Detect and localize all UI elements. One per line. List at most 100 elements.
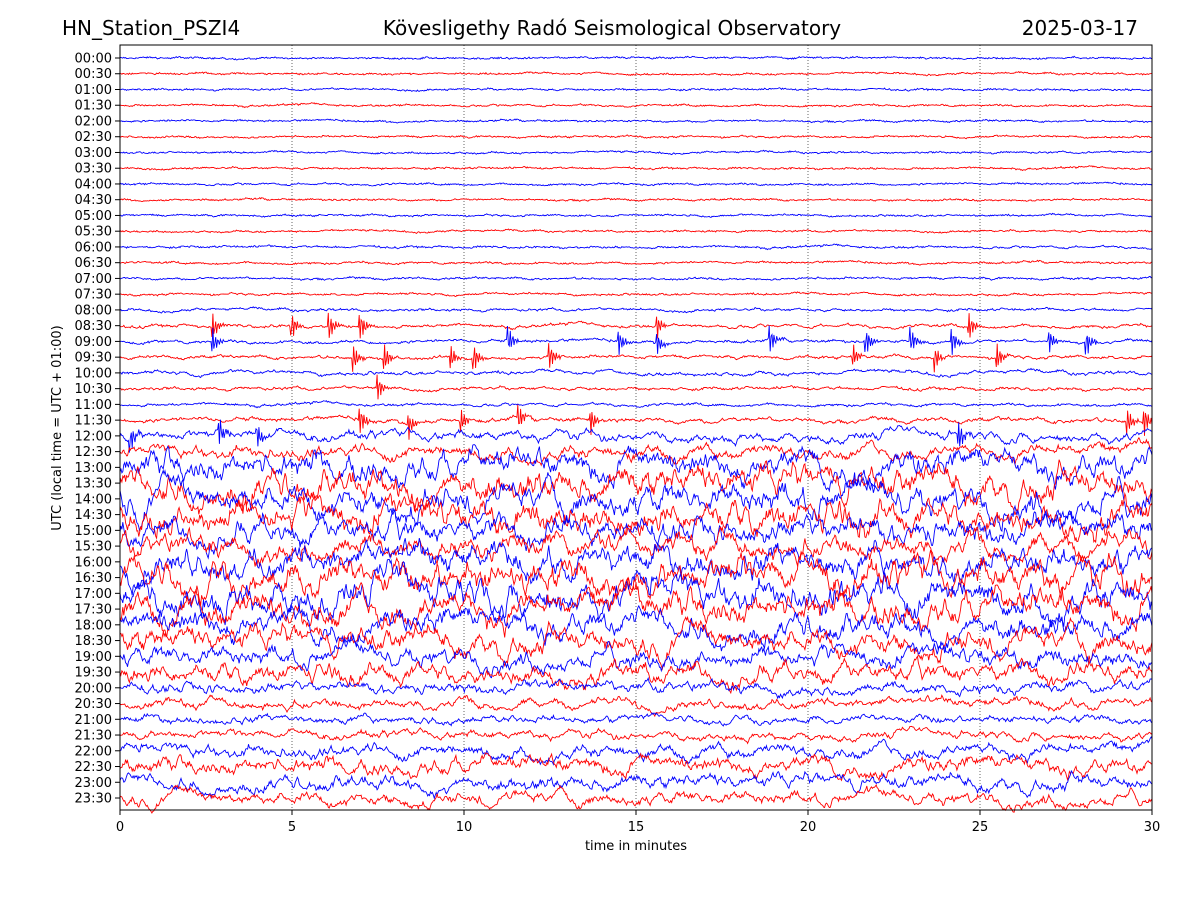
- trace-1130: [119, 404, 1153, 440]
- trace-0530: [119, 228, 1153, 234]
- trace-1100: [119, 400, 1153, 409]
- trace-2200: [119, 736, 1153, 766]
- trace-2000: [119, 676, 1153, 700]
- trace-2100: [119, 712, 1153, 727]
- trace-2230: [119, 752, 1153, 782]
- y-tick-label: 02:00: [75, 114, 112, 129]
- trace-2130: [119, 725, 1153, 745]
- y-tick-label: 16:00: [75, 555, 112, 570]
- y-tick-label: 00:30: [75, 67, 112, 82]
- y-tick-label: 22:00: [75, 744, 112, 759]
- x-tick-label: 30: [1144, 820, 1161, 835]
- trace-1500: [119, 508, 1153, 560]
- y-tick-label: 15:30: [75, 540, 112, 555]
- y-tick-label: 00:00: [75, 52, 112, 67]
- y-tick-label: 14:00: [75, 492, 112, 507]
- y-tick-label: 02:30: [75, 130, 112, 145]
- y-tick-label: 06:00: [75, 240, 112, 255]
- y-tick-label: 04:30: [75, 193, 112, 208]
- y-tick-label: 23:00: [75, 776, 112, 791]
- trace-2030: [119, 694, 1153, 718]
- trace-0930: [119, 343, 1153, 373]
- trace-0230: [119, 134, 1152, 140]
- trace-0000: [120, 55, 1153, 61]
- y-tick-label: 20:00: [75, 681, 112, 696]
- trace-1400: [119, 469, 1153, 533]
- trace-1230: [119, 436, 1153, 467]
- y-tick-label: 06:30: [75, 256, 112, 271]
- y-tick-label: 18:30: [75, 634, 112, 649]
- y-tick-label: 23:30: [75, 792, 112, 807]
- x-axis-label: time in minutes: [585, 839, 687, 854]
- y-tick-label: 05:30: [75, 225, 112, 240]
- trace-1430: [119, 491, 1153, 544]
- y-tick-label: 04:00: [75, 177, 112, 192]
- x-tick-label: 5: [288, 820, 296, 835]
- x-tick-label: 0: [116, 820, 124, 835]
- trace-0830: [119, 312, 1153, 339]
- trace-0700: [119, 275, 1153, 281]
- trace-1630: [119, 549, 1153, 606]
- x-tick-label: 15: [628, 820, 645, 835]
- date-title: 2025-03-17: [1022, 16, 1138, 40]
- y-tick-label: 19:30: [75, 666, 112, 681]
- y-tick-label: 09:00: [75, 335, 112, 350]
- trace-1530: [119, 525, 1153, 568]
- trace-1830: [119, 615, 1153, 671]
- trace-0500: [119, 212, 1153, 218]
- y-tick-label: 19:00: [75, 650, 112, 665]
- y-tick-label: 16:30: [75, 571, 112, 586]
- trace-1600: [119, 537, 1153, 596]
- y-tick-label: 07:30: [75, 288, 112, 303]
- y-tick-label: 01:30: [75, 99, 112, 114]
- trace-0330: [119, 165, 1153, 172]
- y-tick-label: 03:00: [75, 146, 112, 161]
- y-tick-label: 12:00: [75, 429, 112, 444]
- x-tick-label: 20: [800, 820, 817, 835]
- y-tick-label: 09:30: [75, 351, 112, 366]
- y-tick-label: 11:30: [75, 414, 112, 429]
- y-tick-label: 11:00: [75, 398, 112, 413]
- y-tick-label: 03:30: [75, 162, 112, 177]
- observatory-title: Kövesligethy Radó Seismological Observat…: [383, 16, 841, 40]
- trace-0630: [119, 259, 1153, 266]
- trace-2330: [119, 783, 1153, 814]
- trace-2300: [119, 769, 1153, 800]
- y-tick-label: 15:00: [75, 524, 112, 539]
- y-tick-label: 12:30: [75, 445, 112, 460]
- y-tick-label: 08:00: [75, 303, 112, 318]
- trace-1030: [119, 374, 1153, 400]
- trace-0900: [119, 325, 1153, 355]
- trace-0100: [120, 87, 1153, 92]
- trace-0430: [119, 197, 1153, 203]
- trace-0400: [119, 181, 1153, 187]
- y-tick-label: 08:30: [75, 319, 112, 334]
- x-tick-label: 10: [456, 820, 473, 835]
- trace-1800: [119, 603, 1153, 654]
- y-tick-label: 14:30: [75, 508, 112, 523]
- y-tick-label: 21:00: [75, 713, 112, 728]
- trace-0300: [119, 149, 1153, 156]
- y-tick-label: 07:00: [75, 272, 112, 287]
- trace-0600: [119, 243, 1153, 251]
- trace-0030: [120, 71, 1152, 77]
- trace-1900: [119, 635, 1153, 679]
- y-tick-label: 17:30: [75, 603, 112, 618]
- y-tick-label: 05:00: [75, 209, 112, 224]
- y-tick-label: 20:30: [75, 697, 112, 712]
- y-tick-label: 21:30: [75, 729, 112, 744]
- station-title: HN_Station_PSZI4: [62, 16, 240, 40]
- plot-frame: [119, 44, 1153, 811]
- trace-1000: [119, 367, 1153, 379]
- trace-1700: [119, 558, 1153, 628]
- trace-0800: [119, 306, 1153, 314]
- trace-1930: [119, 655, 1153, 695]
- y-tick-label: 01:00: [75, 83, 112, 98]
- y-tick-label: 17:00: [75, 587, 112, 602]
- trace-1730: [119, 576, 1153, 638]
- y-tick-label: 18:00: [75, 618, 112, 633]
- trace-0730: [119, 291, 1153, 297]
- y-tick-label: 13:30: [75, 477, 112, 492]
